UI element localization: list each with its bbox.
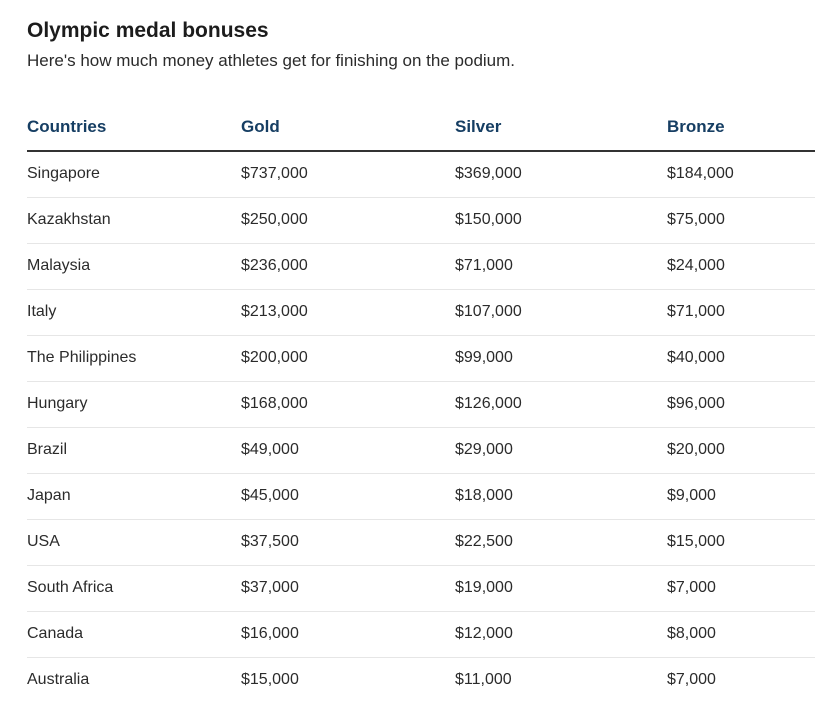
table-header-row: Countries Gold Silver Bronze — [27, 106, 815, 152]
table-row: Hungary $168,000 $126,000 $96,000 — [27, 382, 815, 428]
silver-cell: $369,000 — [455, 165, 522, 182]
country-cell: The Philippines — [27, 349, 137, 366]
silver-cell: $11,000 — [455, 671, 512, 688]
bronze-cell: $40,000 — [667, 349, 725, 366]
medal-bonus-table: Countries Gold Silver Bronze Singapore $7… — [27, 106, 815, 703]
table-row: South Africa $37,000 $19,000 $7,000 — [27, 566, 815, 612]
gold-cell: $37,500 — [241, 533, 299, 550]
silver-cell: $22,500 — [455, 533, 513, 550]
country-cell: Brazil — [27, 441, 68, 458]
bronze-cell: $9,000 — [667, 487, 716, 504]
chart-title: Olympic medal bonuses — [27, 19, 269, 42]
bronze-cell: $7,000 — [667, 579, 716, 596]
column-header-gold: Gold — [241, 117, 280, 136]
table-body: Singapore $737,000 $369,000 $184,000 Kazakhs… — [27, 152, 815, 703]
column-header-countries: Countries — [27, 117, 107, 136]
bronze-cell: $8,000 — [667, 625, 716, 642]
country-cell: Australia — [27, 671, 90, 688]
gold-cell: $737,000 — [241, 165, 308, 182]
table-row: Australia $15,000 $11,000 $7,000 — [27, 658, 815, 703]
gold-cell: $49,000 — [241, 441, 299, 458]
gold-cell: $45,000 — [241, 487, 299, 504]
silver-cell: $18,000 — [455, 487, 513, 504]
country-cell: USA — [27, 533, 60, 550]
bronze-cell: $7,000 — [667, 671, 716, 688]
table-row: Kazakhstan $250,000 $150,000 $75,000 — [27, 198, 815, 244]
table-row: Japan $45,000 $18,000 $9,000 — [27, 474, 815, 520]
table-row: USA $37,500 $22,500 $15,000 — [27, 520, 815, 566]
bronze-cell: $75,000 — [667, 211, 725, 228]
table-row: Malaysia $236,000 $71,000 $24,000 — [27, 244, 815, 290]
bronze-cell: $96,000 — [667, 395, 725, 412]
country-cell: Hungary — [27, 395, 88, 412]
silver-cell: $19,000 — [455, 579, 513, 596]
bronze-cell: $71,000 — [667, 303, 725, 320]
column-header-bronze: Bronze — [667, 117, 725, 136]
bronze-cell: $20,000 — [667, 441, 725, 458]
table-row: The Philippines $200,000 $99,000 $40,000 — [27, 336, 815, 382]
gold-cell: $213,000 — [241, 303, 308, 320]
silver-cell: $107,000 — [455, 303, 522, 320]
gold-cell: $200,000 — [241, 349, 308, 366]
bronze-cell: $184,000 — [667, 165, 734, 182]
bronze-cell: $24,000 — [667, 257, 725, 274]
silver-cell: $71,000 — [455, 257, 513, 274]
country-cell: South Africa — [27, 579, 114, 596]
gold-cell: $168,000 — [241, 395, 308, 412]
silver-cell: $126,000 — [455, 395, 522, 412]
gold-cell: $250,000 — [241, 211, 308, 228]
silver-cell: $99,000 — [455, 349, 513, 366]
silver-cell: $150,000 — [455, 211, 522, 228]
gold-cell: $15,000 — [241, 671, 299, 688]
silver-cell: $12,000 — [455, 625, 513, 642]
gold-cell: $236,000 — [241, 257, 308, 274]
bronze-cell: $15,000 — [667, 533, 725, 550]
country-cell: Japan — [27, 487, 71, 504]
country-cell: Malaysia — [27, 257, 91, 274]
silver-cell: $29,000 — [455, 441, 513, 458]
country-cell: Canada — [27, 625, 84, 642]
gold-cell: $16,000 — [241, 625, 299, 642]
country-cell: Singapore — [27, 165, 100, 182]
country-cell: Italy — [27, 303, 57, 320]
column-header-silver: Silver — [455, 117, 502, 136]
table-row: Singapore $737,000 $369,000 $184,000 — [27, 152, 815, 198]
chart-subtitle: Here's how much money athletes get for f… — [27, 51, 516, 70]
table-row: Canada $16,000 $12,000 $8,000 — [27, 612, 815, 658]
country-cell: Kazakhstan — [27, 211, 111, 228]
table-row: Brazil $49,000 $29,000 $20,000 — [27, 428, 815, 474]
gold-cell: $37,000 — [241, 579, 299, 596]
table-row: Italy $213,000 $107,000 $71,000 — [27, 290, 815, 336]
